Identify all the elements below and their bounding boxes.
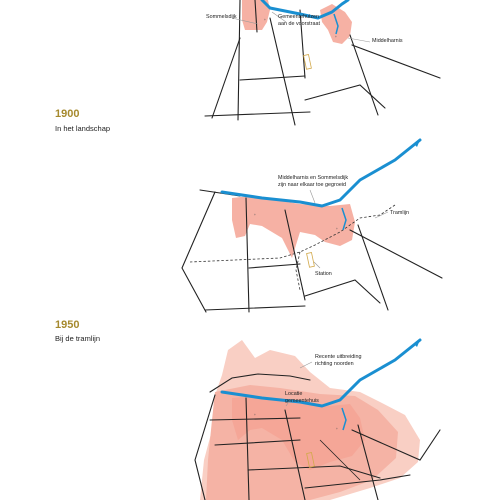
road-east-now [357,424,379,500]
year-1950: 1950 [55,319,80,331]
urban-area-1950 [232,196,355,258]
church-marker-1950-e: + [336,227,338,231]
road-center-1900 [269,17,296,126]
road-west-now [245,397,250,500]
road-se-1900 [304,84,386,109]
road-h-1950 [248,263,301,269]
church-marker-sommelsdijk: + [264,18,266,22]
leader-middelharnis [347,37,371,43]
church-marker-middelharnis: + [335,35,337,39]
leader-station [313,261,321,269]
road-middle-1900 [299,9,306,79]
road-arc-north [209,373,311,393]
road-west-1950 [245,197,250,313]
harbour-canal-1900 [260,0,350,20]
church-marker-now-e: + [336,427,338,431]
subtitle-1950: Bij de tramlijn [55,334,101,343]
label-sommelsdijk: Sommelsdijk [206,14,237,20]
station-site-1950 [306,252,315,268]
road-diag-now [319,439,361,481]
road-h3-now [247,465,381,479]
road-west-outer-now [194,394,216,500]
road-nw-1900 [254,0,258,33]
road-east-1950 [357,224,389,311]
label-middelharnis: Middelharnis [372,38,403,44]
harbour-canal-now [220,338,422,408]
road-ne-1900 [351,44,441,79]
label-gemeentehuizen-1: Gemeentehuizen [278,14,319,20]
station-site-now [306,452,315,468]
road-center-1950 [284,209,306,301]
road-south-1900 [204,111,311,117]
harbour-arrow-now [414,340,420,347]
label-station: Station [315,271,332,277]
road-ne-now [351,429,441,461]
leader-grown [309,189,316,204]
year-1900: 1900 [55,108,80,120]
label-locatie-1: Locatie [285,391,302,397]
road-west-outer-1950 [181,191,216,313]
leader-gemeentehuizen [271,11,287,23]
leader-tramlijn [374,211,389,219]
map-panel-current: + + Recente uitbreiding richting noorden… [194,338,441,500]
map-panel-1950: + + Middelharnis en Sommelsdijk zijn naa… [181,138,443,313]
road-ne-1950 [349,229,443,279]
subtitle-1900: In het landschap [55,124,111,133]
harbour-basin-1950 [341,207,347,231]
tram-branch-1950 [295,251,301,291]
harbour-basin-now [341,407,347,431]
label-grown-2: zijn naar elkaar toe gegroeid [278,182,346,188]
road-h2-now [214,439,301,446]
leader-locatie [285,399,291,407]
road-center-now [284,409,306,500]
station-site-1900 [303,54,312,70]
label-gemeentehuizen-2: aan de voorstraat [278,21,320,27]
church-marker-1950-w: + [254,213,256,217]
road-west-1900 [237,0,241,121]
leader-recent [299,361,313,369]
church-marker-now-w: + [254,413,256,417]
label-grown-1: Middelharnis en Sommelsdijk [278,175,348,181]
harbour-arrow-1950 [414,140,420,147]
label-tramlijn: Tramlijn [390,210,409,216]
road-east-1900 [349,34,379,116]
road-sw-1900 [211,37,241,119]
road-south-1950 [204,305,306,311]
tramline-1950 [189,204,396,263]
road-h1-now [209,417,301,421]
label-locatie-2: gemeentehuis [285,398,319,404]
leader-sommelsdijk [231,17,259,25]
road-se-1950 [304,279,381,304]
harbour-canal-1950 [220,138,422,208]
harbour-basin-1900 [333,13,339,35]
map-panel-1900: + + Sommelsdijk Gemeentehuizen aan de vo… [204,0,441,126]
label-recent-2: richting noorden [315,361,354,367]
road-h4-now [304,474,411,489]
road-h-1900 [239,75,306,81]
label-recent-1: Recente uitbreiding [315,354,361,360]
